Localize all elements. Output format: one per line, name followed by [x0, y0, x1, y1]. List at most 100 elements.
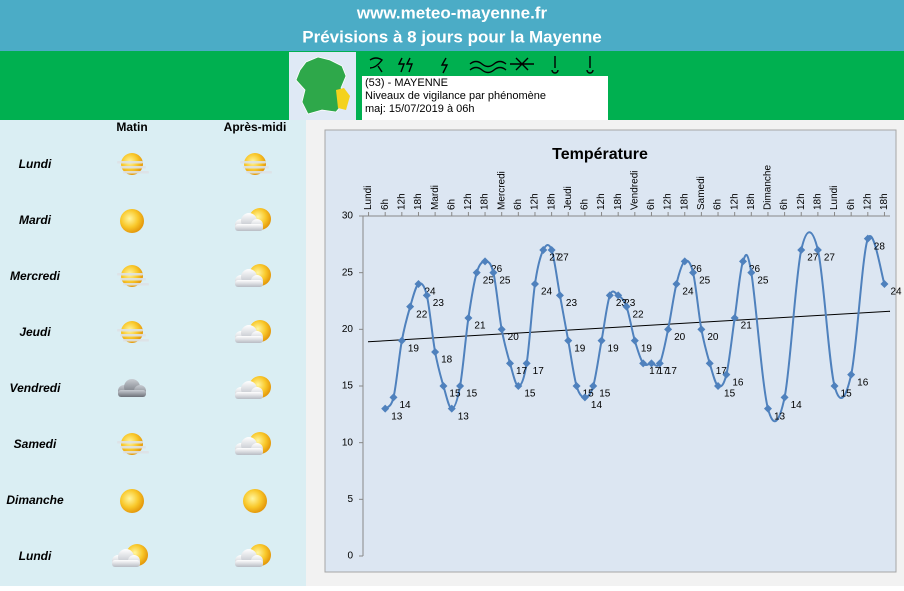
point — [389, 393, 398, 402]
value-label: 25 — [483, 275, 495, 286]
value-label: 15 — [724, 389, 736, 400]
x-tick-label: 12h — [596, 193, 607, 210]
point — [397, 336, 406, 345]
x-tick-label: 6h — [380, 199, 391, 210]
haze — [117, 161, 143, 164]
value-label: 19 — [608, 343, 620, 354]
weather-icon — [117, 321, 149, 343]
value-label: 14 — [791, 400, 803, 411]
sun — [243, 489, 267, 513]
weather-icon — [118, 379, 146, 397]
icon-snow — [510, 57, 534, 71]
value-label: 24 — [682, 287, 694, 298]
point — [481, 257, 490, 266]
haze — [117, 273, 143, 276]
cloud-part — [235, 560, 263, 567]
cloud-part — [112, 560, 140, 567]
cloud — [235, 381, 263, 399]
haze — [117, 441, 143, 444]
point — [622, 302, 631, 311]
x-tick-label: 12h — [663, 193, 674, 210]
value-label: 13 — [774, 411, 786, 422]
point — [414, 280, 423, 288]
x-tick-label: 12h — [463, 193, 474, 210]
cloud-part — [235, 336, 263, 343]
header-band — [0, 0, 904, 51]
x-tick-label: 18h — [746, 193, 757, 210]
point — [639, 359, 648, 368]
icon-heat — [551, 56, 559, 74]
value-label: 20 — [508, 332, 520, 343]
map-alert-zone — [336, 88, 350, 110]
value-label: 21 — [474, 321, 486, 332]
x-tick-label: 18h — [813, 193, 824, 210]
vigilance-info — [362, 76, 608, 120]
vigilance-icon-row — [369, 56, 594, 74]
department: (53) - MAYENNE — [365, 77, 448, 89]
y-tick-label: 25 — [342, 267, 354, 278]
x-tick-label: 12h — [396, 193, 407, 210]
x-tick-label: 6h — [846, 199, 857, 210]
weather-icon — [112, 544, 148, 567]
forecast-icons — [112, 153, 272, 567]
point — [689, 268, 698, 277]
value-label: 15 — [466, 389, 478, 400]
cloud-part — [235, 448, 263, 455]
icon-storm — [440, 57, 449, 74]
value-label: 27 — [558, 253, 570, 264]
point — [580, 393, 589, 402]
weather-icon — [120, 489, 144, 513]
value-label: 15 — [599, 389, 611, 400]
x-tick-label: Vendredi — [629, 171, 640, 210]
france-map — [295, 56, 347, 115]
value-label: 26 — [749, 264, 761, 275]
value-label: 17 — [533, 366, 545, 377]
sun — [120, 209, 144, 233]
point — [464, 314, 473, 322]
point — [489, 268, 498, 277]
value-label: 26 — [491, 264, 503, 275]
value-label: 20 — [707, 332, 719, 343]
value-label: 15 — [524, 389, 536, 400]
point — [539, 246, 548, 254]
value-label: 25 — [757, 275, 769, 286]
chart-area — [324, 129, 897, 573]
haze — [120, 166, 146, 169]
point — [497, 325, 506, 334]
weather-icon — [117, 265, 149, 287]
column-header: Matin — [116, 120, 147, 134]
icon-rain — [397, 57, 414, 73]
value-label: 14 — [400, 400, 412, 411]
point — [472, 268, 481, 277]
x-tick-label: 18h — [879, 193, 890, 210]
weather-icon — [235, 544, 271, 567]
x-tick-label: Lundi — [363, 186, 374, 210]
value-label: 15 — [841, 389, 853, 400]
value-label: 25 — [699, 275, 711, 286]
x-tick-label: 18h — [679, 193, 690, 210]
x-tick-label: 6h — [646, 199, 657, 210]
cloud-part — [235, 224, 263, 231]
day-label: Vendredi — [10, 381, 62, 395]
weather-icon — [240, 153, 272, 175]
cloud — [235, 549, 263, 567]
cloud — [235, 437, 263, 455]
value-label: 19 — [574, 343, 586, 354]
point — [431, 348, 440, 356]
point — [547, 246, 556, 254]
weather-icon — [117, 433, 149, 455]
value-label: 14 — [591, 400, 603, 411]
value-label: 23 — [624, 298, 636, 309]
point — [381, 404, 390, 413]
haze — [243, 166, 269, 169]
haze — [120, 446, 146, 449]
haze — [246, 171, 272, 174]
point — [589, 382, 598, 390]
value-label: 22 — [633, 309, 645, 320]
haze — [120, 334, 146, 337]
weather-icon — [235, 208, 271, 231]
point — [572, 382, 581, 390]
haze — [240, 161, 266, 164]
x-tick-label: 12h — [729, 193, 740, 210]
